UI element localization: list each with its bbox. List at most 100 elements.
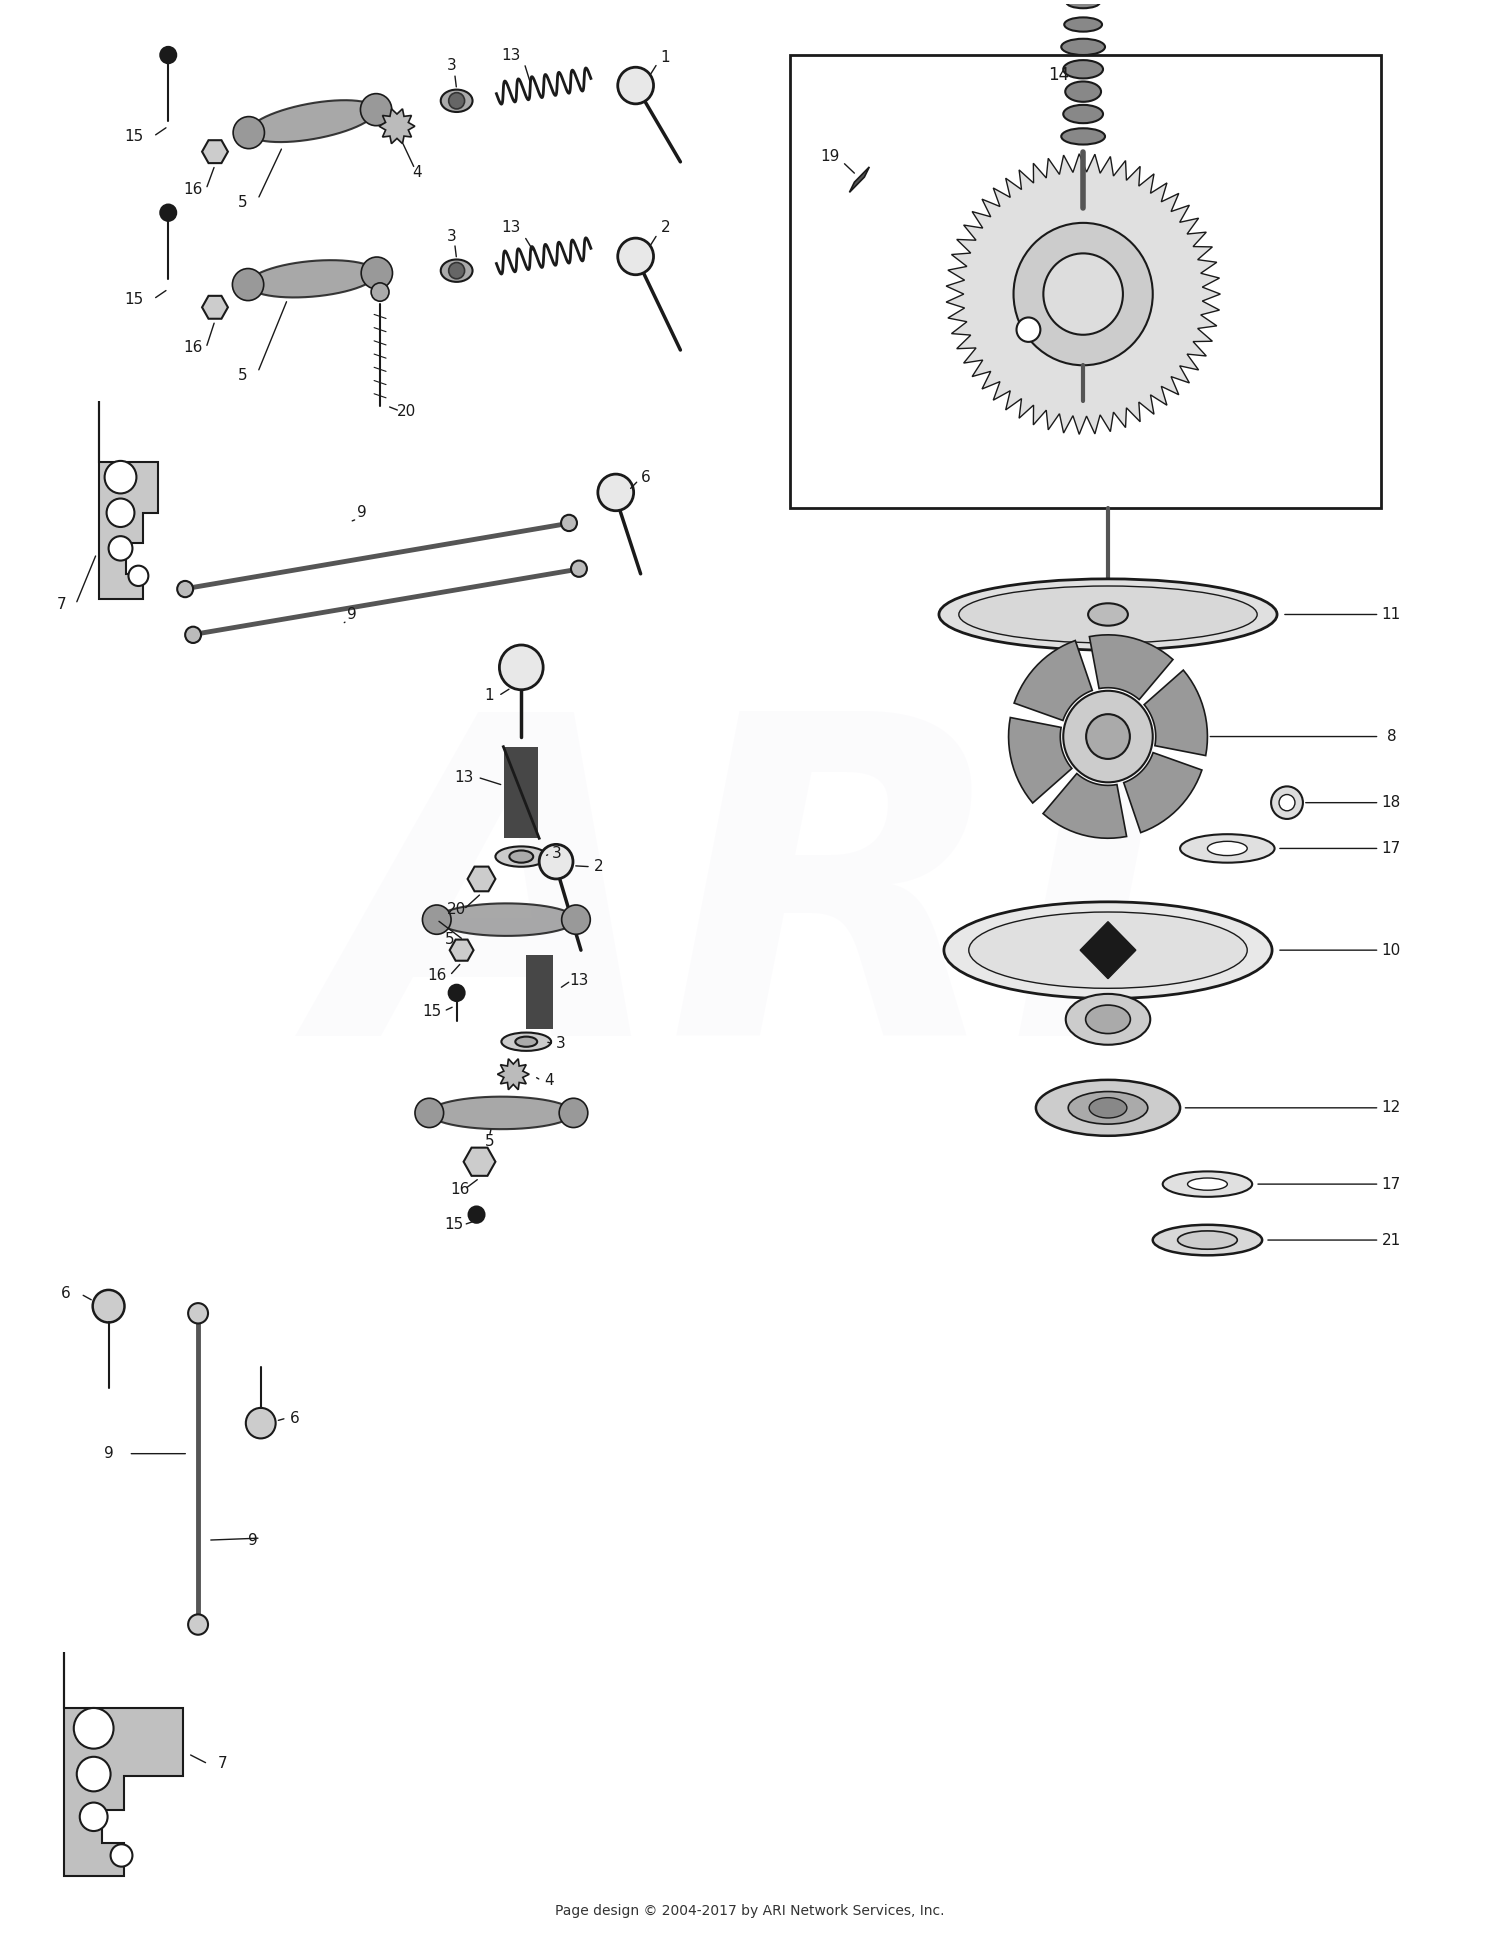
Text: 5: 5 — [446, 932, 454, 947]
Circle shape — [561, 905, 591, 934]
Ellipse shape — [1062, 128, 1106, 144]
Polygon shape — [504, 747, 538, 839]
Text: 13: 13 — [454, 771, 474, 784]
Text: 9: 9 — [348, 608, 357, 621]
Ellipse shape — [969, 912, 1246, 988]
Ellipse shape — [1068, 1091, 1148, 1124]
Polygon shape — [1080, 922, 1136, 978]
Ellipse shape — [1065, 82, 1101, 101]
Polygon shape — [1008, 718, 1072, 804]
Circle shape — [423, 905, 451, 934]
Circle shape — [188, 1302, 209, 1324]
Text: 14: 14 — [1047, 66, 1070, 83]
Text: 10: 10 — [1382, 943, 1401, 957]
Polygon shape — [202, 140, 228, 163]
Circle shape — [370, 283, 388, 301]
Circle shape — [76, 1757, 111, 1792]
Circle shape — [1280, 794, 1294, 811]
Circle shape — [572, 561, 586, 576]
Polygon shape — [468, 866, 495, 891]
Polygon shape — [1014, 641, 1092, 720]
Circle shape — [74, 1708, 114, 1749]
Circle shape — [561, 514, 578, 532]
Polygon shape — [380, 109, 416, 144]
Text: Page design © 2004-2017 by ARI Network Services, Inc.: Page design © 2004-2017 by ARI Network S… — [555, 1904, 945, 1918]
Ellipse shape — [944, 903, 1272, 998]
Text: 11: 11 — [1382, 608, 1401, 621]
Text: 5: 5 — [238, 194, 248, 210]
Circle shape — [1017, 318, 1041, 342]
Text: 3: 3 — [556, 1036, 566, 1052]
Polygon shape — [248, 260, 376, 297]
Text: 17: 17 — [1382, 840, 1401, 856]
Circle shape — [362, 256, 393, 289]
Text: ARI: ARI — [324, 697, 1176, 1128]
Ellipse shape — [1208, 840, 1246, 856]
Ellipse shape — [958, 586, 1257, 642]
Ellipse shape — [1088, 604, 1128, 625]
Circle shape — [448, 984, 465, 1002]
Polygon shape — [1144, 670, 1208, 755]
Text: 16: 16 — [450, 1182, 470, 1198]
Circle shape — [93, 1291, 124, 1322]
Text: 5: 5 — [484, 1134, 495, 1149]
Text: 13: 13 — [501, 47, 520, 62]
Circle shape — [188, 1615, 209, 1634]
Text: 3: 3 — [552, 846, 562, 862]
Circle shape — [1014, 223, 1152, 365]
Polygon shape — [249, 101, 376, 142]
Text: 3: 3 — [447, 229, 456, 243]
Circle shape — [1064, 691, 1152, 782]
Ellipse shape — [1188, 1178, 1227, 1190]
Circle shape — [129, 565, 149, 586]
Circle shape — [618, 239, 654, 276]
Text: 2: 2 — [594, 860, 603, 873]
Polygon shape — [450, 939, 474, 961]
Text: 9: 9 — [357, 505, 368, 520]
Text: 15: 15 — [124, 128, 142, 144]
Ellipse shape — [1065, 994, 1150, 1044]
Text: 2: 2 — [660, 221, 670, 235]
Circle shape — [106, 499, 135, 528]
Text: 13: 13 — [501, 221, 520, 235]
Text: 15: 15 — [422, 1003, 441, 1019]
Circle shape — [538, 844, 573, 879]
Circle shape — [416, 1099, 444, 1128]
Text: 9: 9 — [104, 1446, 114, 1462]
Text: 6: 6 — [640, 470, 651, 485]
Polygon shape — [1124, 753, 1202, 833]
Circle shape — [500, 644, 543, 689]
Polygon shape — [464, 1147, 495, 1176]
Circle shape — [108, 536, 132, 561]
Polygon shape — [498, 1058, 530, 1089]
Ellipse shape — [939, 578, 1276, 650]
Ellipse shape — [510, 850, 532, 862]
Polygon shape — [1089, 635, 1173, 699]
Circle shape — [560, 1099, 588, 1128]
Text: 16: 16 — [183, 340, 203, 355]
Ellipse shape — [516, 1036, 537, 1046]
Circle shape — [474, 872, 489, 887]
Text: 4: 4 — [413, 165, 422, 179]
Text: 4: 4 — [544, 1073, 554, 1087]
Circle shape — [209, 301, 220, 313]
Text: 6: 6 — [290, 1411, 300, 1425]
Ellipse shape — [1062, 39, 1106, 54]
Text: 13: 13 — [570, 972, 588, 988]
Polygon shape — [64, 1652, 183, 1875]
Circle shape — [360, 93, 392, 126]
Circle shape — [448, 93, 465, 109]
Circle shape — [471, 1153, 488, 1170]
Circle shape — [80, 1803, 108, 1830]
Ellipse shape — [1152, 1225, 1262, 1256]
Ellipse shape — [1036, 1079, 1180, 1135]
Circle shape — [468, 1207, 484, 1223]
Text: 5: 5 — [238, 369, 248, 382]
Text: 15: 15 — [124, 291, 142, 307]
Ellipse shape — [1086, 1005, 1131, 1033]
Ellipse shape — [1064, 60, 1102, 78]
Ellipse shape — [1178, 1231, 1238, 1250]
Circle shape — [209, 146, 220, 157]
Ellipse shape — [495, 846, 548, 868]
Circle shape — [246, 1407, 276, 1438]
